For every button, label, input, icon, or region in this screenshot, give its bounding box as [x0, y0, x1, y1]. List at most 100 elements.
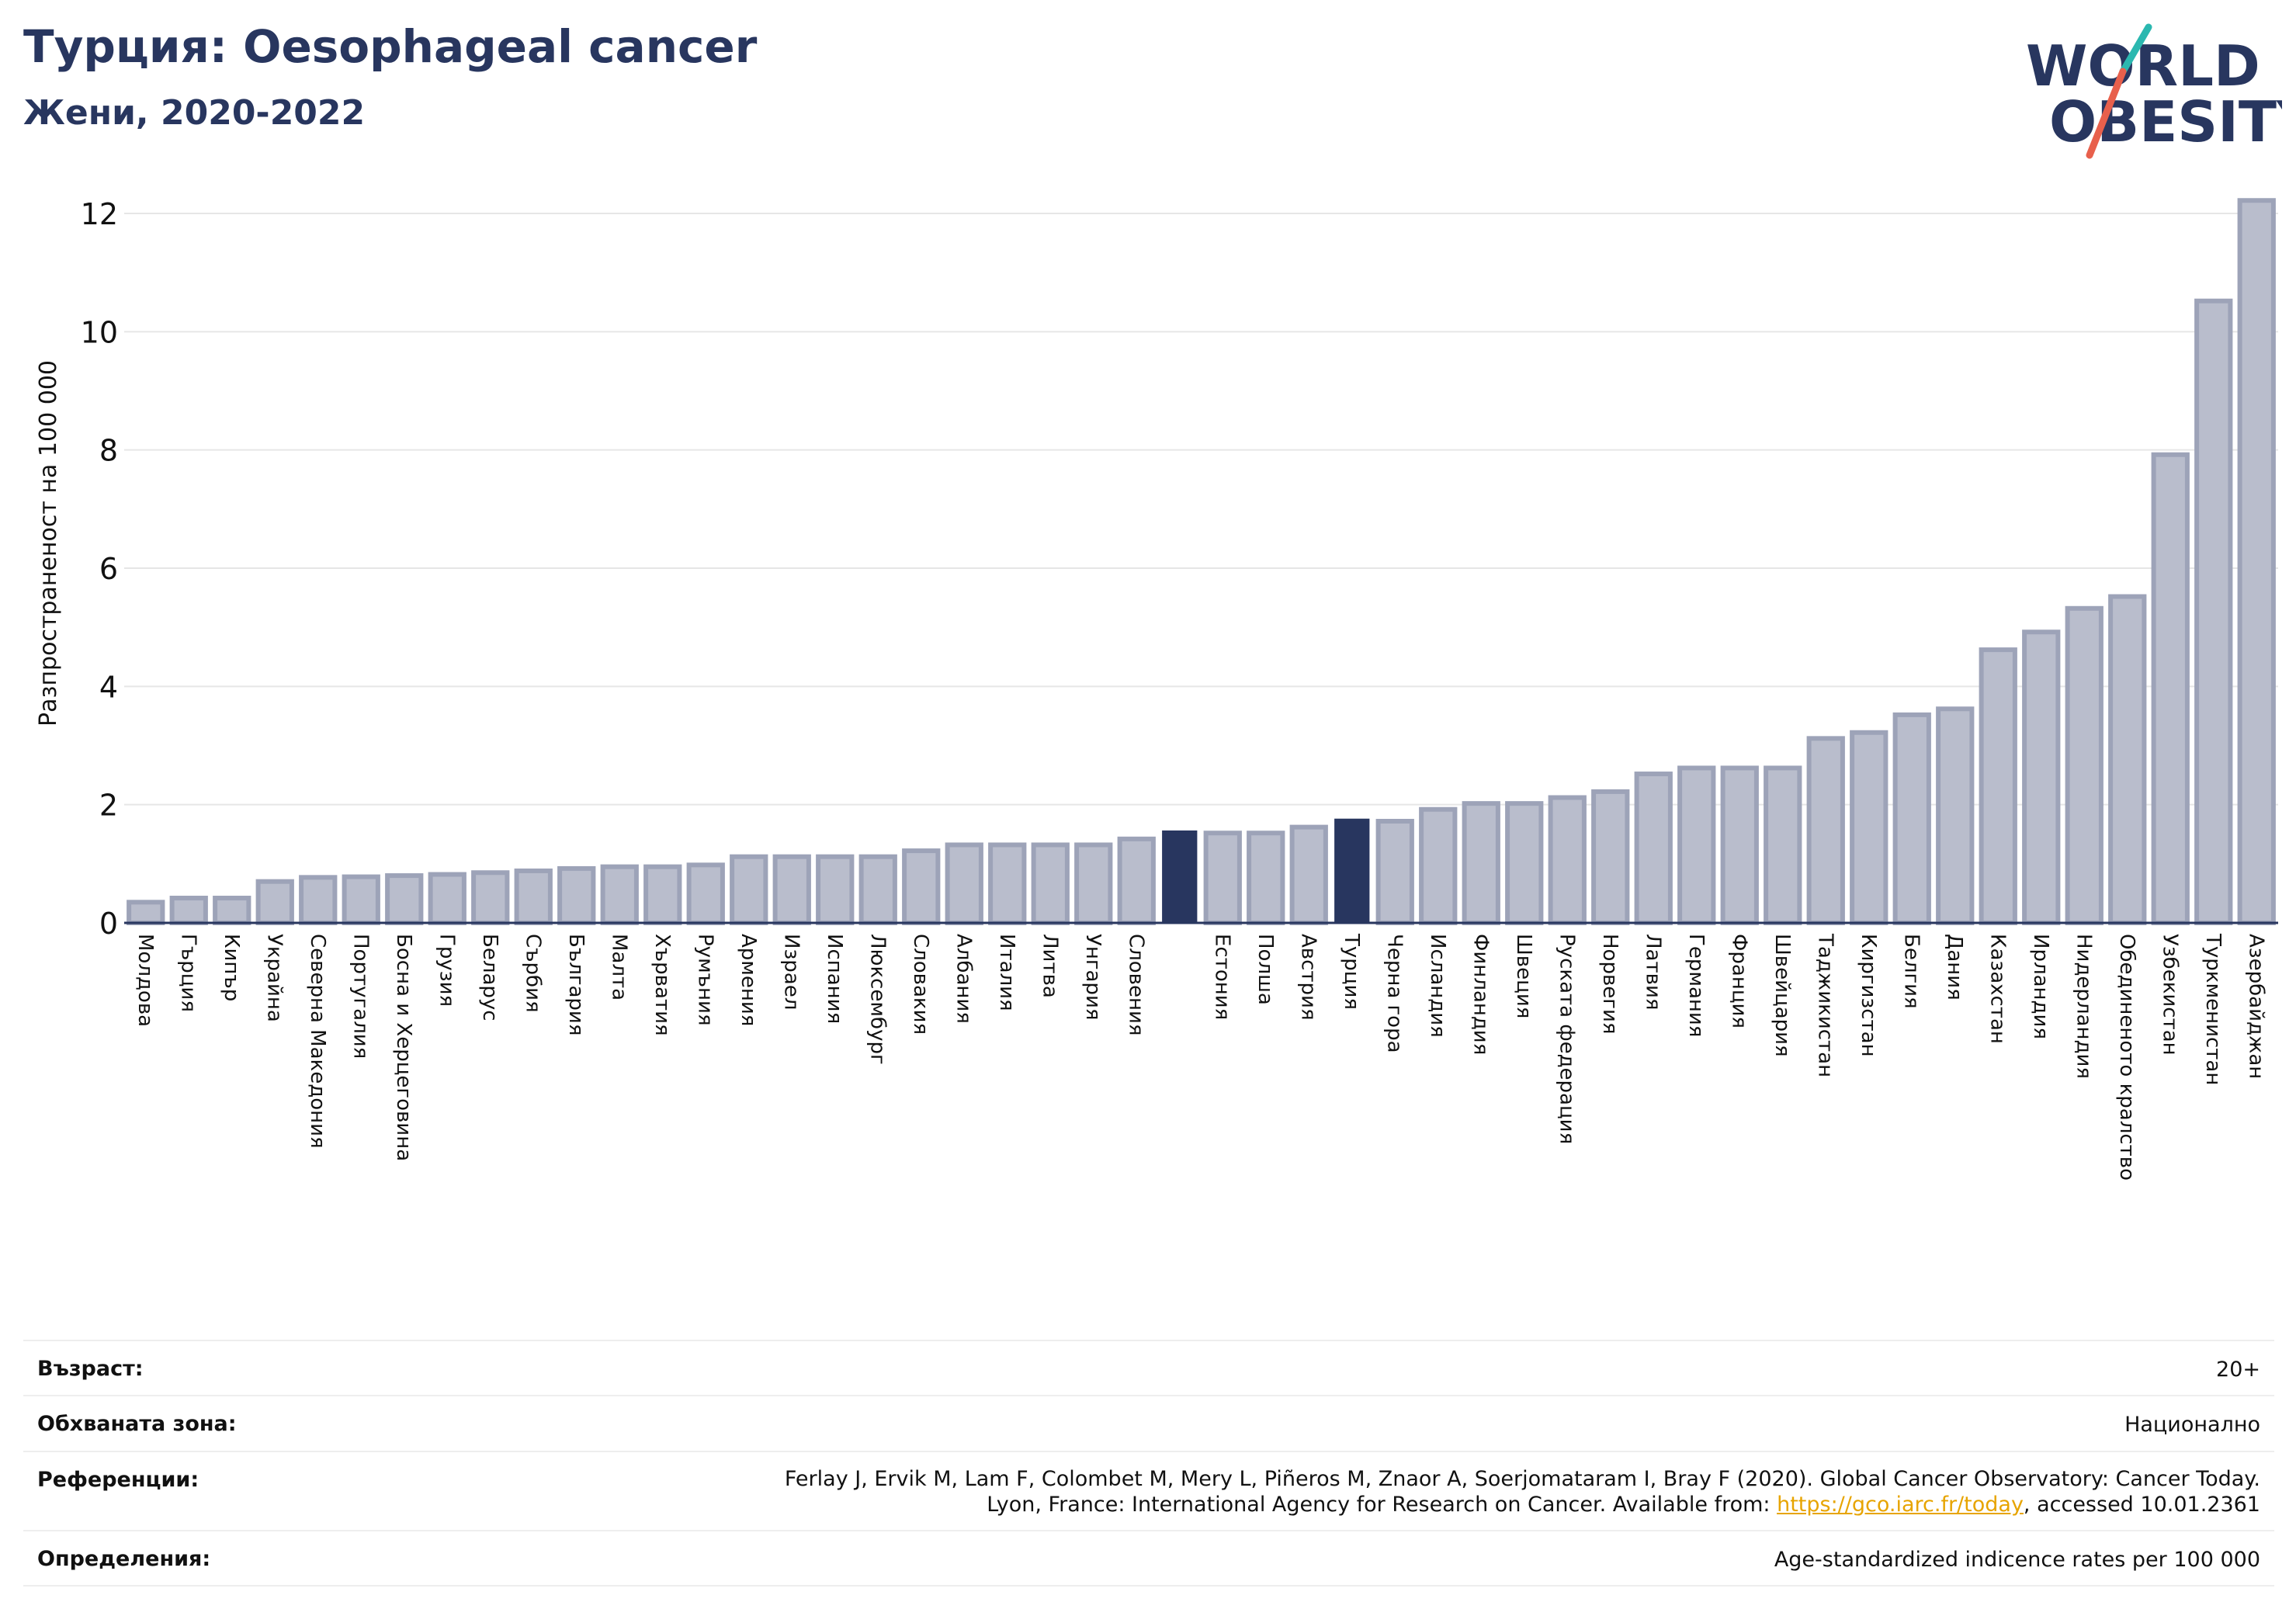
refs-line2-pre: Lyon, France: International Agency for R…: [987, 1493, 1777, 1517]
x-tick-label: Северна Македония: [306, 934, 329, 1149]
bar: [471, 870, 510, 925]
refs-value: Ferlay J, Ervik M, Lam F, Colombet M, Me…: [785, 1466, 2260, 1517]
logo-slash-top: [2119, 23, 2152, 75]
x-tick-label: Молдова: [134, 934, 157, 1027]
x-tick-label: Литва: [1038, 934, 1061, 998]
x-tick-label: Нидерландия: [2072, 934, 2095, 1079]
x-tick-label: България: [564, 934, 588, 1035]
x-tick-label: Румъния: [693, 934, 716, 1026]
bar: [2108, 594, 2147, 925]
info-row-area: Обхваната зона: Национално: [23, 1395, 2274, 1451]
bar: [902, 848, 941, 925]
x-tick-label: Швейцария: [1771, 934, 1794, 1057]
refs-link[interactable]: https://gco.iarc.fr/today: [1777, 1493, 2024, 1517]
bar: [2022, 629, 2061, 925]
y-axis-label: Разпространеност на 100 000: [35, 360, 62, 727]
x-tick-label: Азербайджан: [2244, 934, 2267, 1079]
x-tick-label: Германия: [1684, 934, 1708, 1037]
x-tick-label: Люксембург: [865, 934, 889, 1065]
refs-line2-post: , accessed 10.01.2361: [2023, 1493, 2260, 1517]
x-tick-label: Малта: [607, 934, 630, 1001]
area-label: Обхваната зона:: [37, 1412, 237, 1436]
bar: [255, 879, 294, 926]
x-tick-label: Казахстан: [1986, 934, 2009, 1044]
x-tick-label: Исландия: [1426, 934, 1449, 1038]
x-tick-label: Кипър: [220, 934, 243, 1001]
bar: [1979, 647, 2017, 925]
bar: [1764, 765, 1802, 926]
y-tick-label: 0: [99, 907, 118, 941]
bar: [1031, 842, 1070, 925]
y-tick-label: 10: [81, 315, 118, 349]
bar: [1677, 765, 1716, 926]
area-value: Национално: [2124, 1413, 2260, 1437]
x-tick-label: Швеция: [1512, 934, 1535, 1018]
bar: [1334, 818, 1370, 924]
page-title: Турция: Oesophageal cancer: [23, 20, 758, 73]
world-obesity-logo: WORLD OBESITY: [2026, 23, 2282, 159]
bar: [1117, 836, 1156, 926]
def-label: Определения:: [37, 1547, 211, 1571]
bar: [1203, 831, 1242, 926]
bar: [858, 854, 897, 926]
x-tick-label: Черна гора: [1382, 934, 1406, 1053]
y-tick-label: 12: [81, 197, 118, 231]
x-tick-label: Узбекистан: [2158, 934, 2181, 1056]
bar: [1806, 736, 1845, 925]
logo-line1: WORLD: [2026, 33, 2260, 99]
x-tick-label: Гърция: [176, 934, 199, 1012]
x-tick-label: Израел: [779, 934, 803, 1010]
x-tick-label: Таджикистан: [1813, 933, 1836, 1077]
bar: [1892, 712, 1931, 925]
y-tick-label: 2: [99, 789, 118, 823]
x-tick-label: Словакия: [909, 934, 932, 1035]
x-tick-label: Сърбия: [521, 934, 544, 1013]
y-tick-label: 8: [99, 434, 118, 468]
refs-label: Референции:: [37, 1468, 199, 1492]
bar: [945, 842, 983, 925]
y-tick-label: 6: [99, 552, 118, 586]
info-row-references: Референции: Ferlay J, Ervik M, Lam F, Co…: [23, 1451, 2274, 1531]
bar: [1936, 706, 1975, 925]
bar: [1419, 806, 1458, 926]
bar: [1850, 730, 1888, 926]
bar: [1247, 831, 1285, 926]
x-tick-label: Португалия: [349, 934, 372, 1059]
x-tick-label: Албания: [952, 934, 975, 1024]
logo-slash-bottom: [2086, 68, 2127, 159]
x-tick-label: Франция: [1727, 934, 1750, 1028]
bar: [1548, 795, 1587, 925]
y-tick-label: 4: [99, 670, 118, 704]
x-tick-label: Австрия: [1296, 934, 1320, 1021]
bar: [213, 896, 251, 926]
bar: [2194, 298, 2233, 925]
x-tick-label: Латвия: [1641, 934, 1664, 1011]
info-row-definitions: Определения: Age-standardized indicence …: [23, 1530, 2274, 1586]
x-tick-label: Украйна: [262, 934, 286, 1022]
x-tick-label: Словения: [1124, 934, 1147, 1036]
def-value: Age-standardized indicence rates per 100…: [1774, 1548, 2260, 1572]
x-tick-label: Босна и Херцеговина: [392, 934, 415, 1161]
bar: [600, 864, 639, 926]
bar: [1162, 830, 1198, 924]
x-tick-label: Беларус: [478, 934, 501, 1021]
x-tick-label: Обединеното кралство: [2115, 934, 2138, 1181]
page-subtitle: Жени, 2020-2022: [23, 93, 366, 133]
bar: [2151, 452, 2190, 925]
bar: [730, 854, 768, 926]
x-tick-label: Туркменистан: [2201, 933, 2225, 1085]
age-value: 20+: [2216, 1358, 2260, 1382]
x-tick-label: Норвегия: [1598, 934, 1621, 1034]
x-tick-label: Финландия: [1469, 934, 1492, 1055]
x-tick-label: Италия: [995, 934, 1018, 1011]
x-tick-label: Дания: [1943, 934, 1966, 1001]
x-tick-label: Армения: [737, 934, 760, 1026]
bar: [2065, 605, 2104, 925]
bar: [127, 900, 165, 926]
x-tick-label: Руската федерация: [1555, 934, 1578, 1144]
x-tick-label: Унгария: [1081, 934, 1105, 1020]
x-tick-label: Естония: [1210, 934, 1233, 1020]
bar: [299, 875, 338, 926]
logo-line2: OBESITY: [2049, 89, 2282, 154]
bar: [686, 862, 725, 926]
